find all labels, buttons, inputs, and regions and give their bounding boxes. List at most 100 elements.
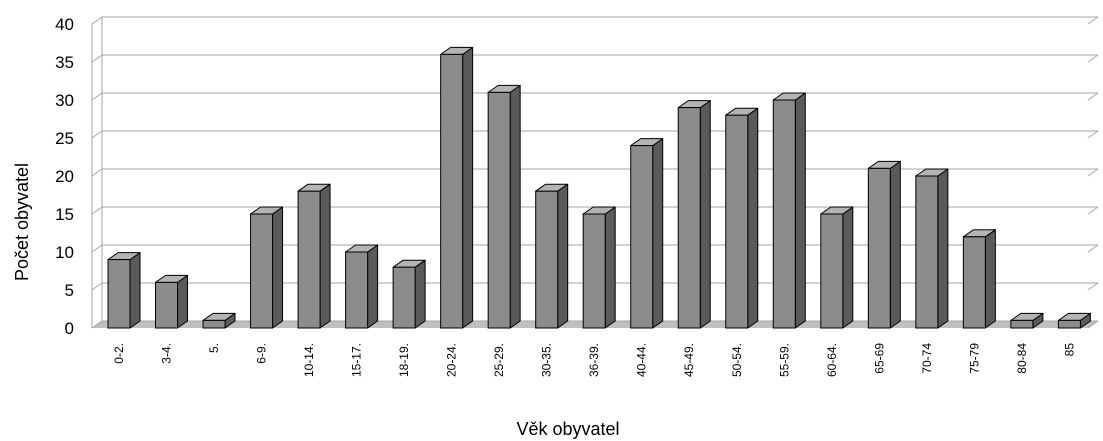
bar-side (748, 108, 758, 328)
x-tick-label: 0-2. (112, 343, 126, 364)
y-tick-label: 40 (55, 15, 74, 34)
bar-front (488, 92, 510, 328)
x-tick-label: 65-69 (872, 343, 886, 374)
x-tick-label: 75-79 (967, 343, 981, 374)
bar-side (558, 184, 568, 328)
bar-side (605, 207, 615, 328)
bar (298, 184, 330, 328)
gridline-end (1088, 169, 1098, 176)
bar-side (320, 184, 330, 328)
gridline-depth (92, 283, 102, 290)
bar-front (868, 168, 890, 328)
x-tick-label: 30-35. (540, 343, 554, 377)
bar (536, 184, 568, 328)
bar (346, 245, 378, 328)
x-tick-label: 5. (207, 343, 221, 353)
bar-side (510, 85, 520, 328)
bar-front (583, 214, 605, 328)
bar (773, 93, 805, 328)
bar-front (156, 282, 178, 328)
bar (583, 207, 615, 328)
y-axis-title: Počet obyvatel (12, 163, 32, 281)
gridline-end (1088, 93, 1098, 100)
bar-front (726, 115, 748, 328)
bar (963, 230, 995, 328)
x-axis-title: Věk obyvatel (516, 419, 619, 439)
bar-front (773, 100, 795, 328)
bar (488, 85, 520, 328)
bar-side (463, 47, 473, 328)
x-tick-label: 55-59. (777, 343, 791, 377)
y-axis-ticks: 0510152025303540 (55, 15, 74, 338)
gridline-end (1088, 55, 1098, 62)
bar-side (368, 245, 378, 328)
bar-front (251, 214, 273, 328)
bar-front (298, 191, 320, 328)
x-tick-label: 85 (1062, 343, 1076, 357)
y-tick-label: 25 (55, 129, 74, 148)
bar-front (821, 214, 843, 328)
y-tick-label: 35 (55, 53, 74, 72)
x-tick-label: 60-64. (825, 343, 839, 377)
bar-side (890, 161, 900, 328)
gridline-end (1088, 207, 1098, 214)
bar-front (1058, 320, 1080, 328)
y-tick-label: 30 (55, 91, 74, 110)
bar (441, 47, 473, 328)
bar-side (415, 260, 425, 328)
gridline-depth (92, 93, 102, 100)
x-tick-label: 3-4. (160, 343, 174, 364)
bar (393, 260, 425, 328)
gridline-depth (92, 17, 102, 24)
x-tick-label: 80-84 (1015, 343, 1029, 374)
gridline-depth (92, 245, 102, 252)
bar (916, 169, 948, 328)
x-tick-label: 50-54. (730, 343, 744, 377)
bar-front (963, 237, 985, 328)
x-tick-label: 6-9. (255, 343, 269, 364)
gridline-end (1088, 283, 1098, 290)
bar-front (108, 260, 130, 328)
x-tick-label: 45-49. (682, 343, 696, 377)
bar (251, 207, 283, 328)
x-tick-label: 20-24. (445, 343, 459, 377)
gridline-end (1088, 17, 1098, 24)
bar-side (178, 275, 188, 328)
gridline-depth (92, 131, 102, 138)
gridline-depth (92, 55, 102, 62)
x-tick-label: 25-29. (492, 343, 506, 377)
bar-side (843, 207, 853, 328)
x-tick-label: 70-74 (920, 343, 934, 374)
bar-side (795, 93, 805, 328)
bar (821, 207, 853, 328)
bar-front (536, 191, 558, 328)
y-tick-label: 5 (65, 281, 74, 300)
bar-front (1011, 320, 1033, 328)
bars (108, 47, 1090, 328)
bar (108, 253, 140, 328)
x-axis-ticks: 0-2. 3-4. 5. 6-9. 10-14. 15-17. 18-19. 20-24. 25… (112, 343, 1076, 377)
bar (631, 139, 663, 328)
bar-front (441, 54, 463, 328)
x-tick-label: 40-44. (635, 343, 649, 377)
y-tick-label: 0 (65, 319, 74, 338)
bar-side (985, 230, 995, 328)
y-tick-label: 10 (55, 243, 74, 262)
bar-front (631, 146, 653, 328)
bar (678, 101, 710, 328)
bar-side (653, 139, 663, 328)
bar (868, 161, 900, 328)
bar-side (130, 253, 140, 328)
bar-side (938, 169, 948, 328)
bar-front (393, 267, 415, 328)
bar-front (203, 320, 225, 328)
bar-side (273, 207, 283, 328)
bar (156, 275, 188, 328)
bar-front (678, 108, 700, 328)
bar-side (700, 101, 710, 328)
x-tick-label: 15-17. (350, 343, 364, 377)
bar (726, 108, 758, 328)
x-tick-label: 18-19. (397, 343, 411, 377)
gridline-end (1088, 245, 1098, 252)
